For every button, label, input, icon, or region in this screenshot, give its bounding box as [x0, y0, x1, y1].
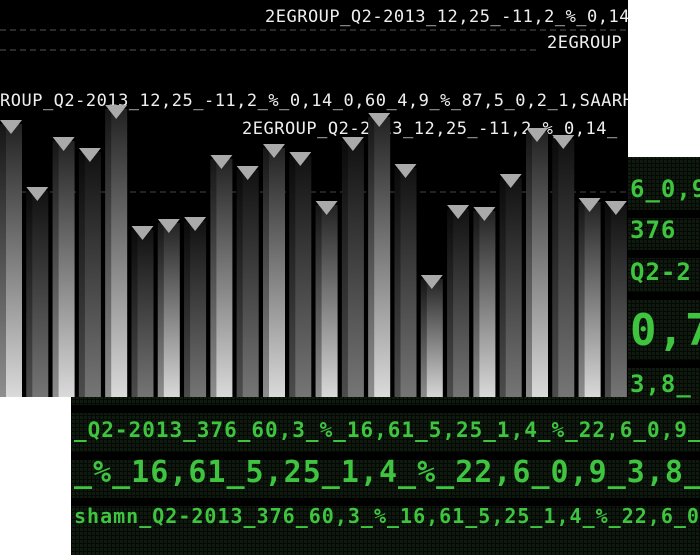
bar: [368, 117, 391, 397]
bar: [105, 109, 128, 397]
bar-marker: [157, 219, 180, 233]
bar-shade: [473, 211, 480, 397]
bar: [420, 279, 443, 397]
bar-marker: [105, 105, 128, 119]
ticker-line: 2EGROUP: [547, 33, 622, 53]
bar-shade: [578, 202, 585, 397]
bar-marker: [184, 217, 207, 231]
bar: [526, 132, 548, 397]
bar-marker: [368, 113, 391, 127]
led-line: 376: [630, 216, 676, 244]
bar: [552, 139, 575, 397]
led-separator: [71, 452, 700, 460]
bar-shade: [236, 170, 243, 397]
led-separator: [71, 405, 700, 413]
bar: [210, 159, 233, 397]
led-line: Q2-2: [630, 258, 692, 286]
bar-marker: [131, 226, 154, 240]
bar-shade: [394, 168, 401, 397]
bar-shade: [184, 221, 191, 397]
bar: [578, 202, 601, 397]
bar-marker: [341, 137, 364, 151]
bar-shade: [26, 191, 33, 397]
bar-marker: [78, 148, 101, 162]
bar-marker: [604, 201, 627, 215]
bar: [447, 209, 470, 397]
bar: [289, 156, 312, 397]
led-line: 0,7: [630, 305, 700, 356]
bar-shade: [78, 152, 85, 397]
bar: [315, 205, 338, 397]
bar-shade: [289, 156, 296, 397]
bar-marker: [499, 174, 522, 188]
led-line: shamn_Q2-2013_376_60,3_%_16,61_5,25_1,4_…: [74, 504, 700, 528]
bar-shade: [526, 132, 532, 397]
bar-marker: [578, 198, 601, 212]
bar: [52, 141, 75, 397]
led-line: 6_0,9: [630, 175, 700, 203]
panel-background: [0, 0, 628, 397]
bar-shade: [263, 148, 269, 397]
bar-marker: [552, 135, 575, 149]
bar-shade: [210, 159, 217, 397]
bar-shade: [52, 141, 59, 397]
bar-shade: [157, 223, 164, 397]
bar-marker: [394, 164, 417, 178]
bar-shade: [499, 178, 506, 397]
ticker-line: 2EGROUP_Q2-2013_12,25_-11,2_%_0,14: [265, 7, 630, 27]
bar: [157, 223, 180, 397]
bar-marker: [289, 152, 312, 166]
led-line: 3,8_: [630, 370, 692, 398]
bar-shade: [315, 205, 322, 397]
ticker-line: 2EGROUP_Q2-2013_12,25_-11,2_%_0,14_: [242, 119, 618, 139]
bar: [473, 211, 496, 397]
bar-shade: [604, 205, 611, 397]
bar: [184, 221, 207, 397]
bar: [341, 141, 364, 397]
bar: [236, 170, 259, 397]
bar-shade: [368, 117, 375, 397]
led-line: _%_16,61_5,25_1,4_%_22,6_0,9_3,8_: [74, 455, 700, 490]
bar-marker: [420, 275, 443, 289]
bar-marker: [526, 128, 548, 142]
bar-shade: [420, 279, 427, 397]
bar-shade: [131, 230, 138, 397]
bar-marker: [263, 144, 285, 158]
bar-marker: [210, 155, 233, 169]
bar: [131, 230, 154, 397]
bar-marker: [26, 187, 49, 201]
bar: [263, 148, 285, 397]
bar-marker: [52, 137, 75, 151]
bar: [604, 205, 627, 397]
bar-marker: [473, 207, 496, 221]
bar-shade: [0, 124, 6, 397]
bar: [26, 191, 49, 397]
bar-marker: [0, 120, 22, 134]
bar-shade: [447, 209, 454, 397]
led-separator: [71, 498, 700, 506]
bar-marker: [447, 205, 470, 219]
bar-shade: [105, 109, 112, 397]
bar: [0, 124, 22, 397]
bar: [499, 178, 522, 397]
ticker-line: ROUP_Q2-2013_12,25_-11,2_%_0,14_0,60_4,9…: [0, 91, 633, 111]
bar-shade: [552, 139, 559, 397]
bar-panel: 2EGROUP_Q2-2013_12,25_-11,2_%_0,14 2EGRO…: [0, 0, 633, 397]
led-line: _Q2-2013_376_60,3_%_16,61_5,25_1,4_%_22,…: [74, 418, 700, 442]
bar: [78, 152, 101, 397]
bar-marker: [315, 201, 338, 215]
bar-marker: [236, 166, 259, 180]
bar: [394, 168, 417, 397]
bar-shade: [341, 141, 348, 397]
